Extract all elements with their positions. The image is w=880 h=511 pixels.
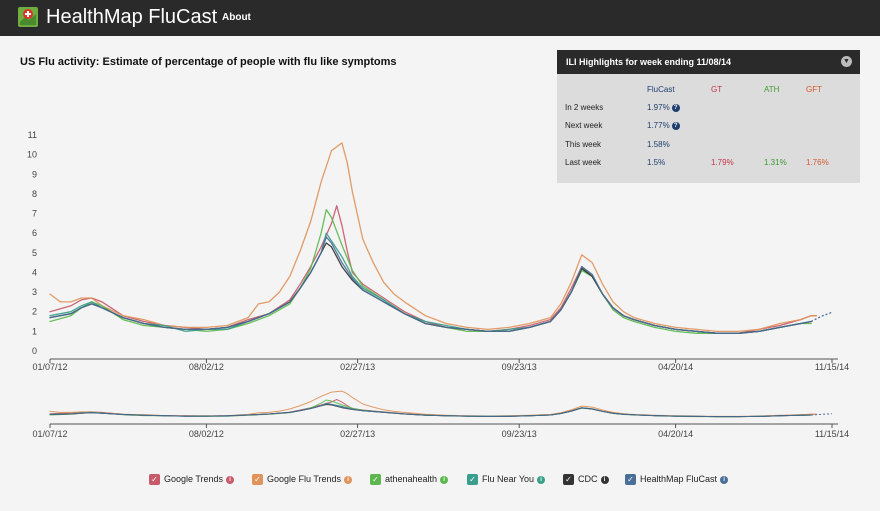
ili-highlights-header: ILI Highlights for week ending 11/08/14 … (557, 50, 860, 74)
ath-value: 1.31% (764, 158, 787, 168)
row-label: Next week (565, 121, 603, 131)
main-y-axis: 0 1 2 3 4 5 6 7 8 9 10 11 (27, 130, 37, 356)
info-icon[interactable]: i (537, 475, 546, 484)
overview-chart[interactable]: 01/07/12 08/02/12 02/27/13 09/23/13 04/20/14… (0, 390, 880, 450)
x-tick-label: 02/27/13 (340, 362, 375, 372)
flucast-value: 1.5% (647, 158, 666, 168)
y-tick-label: 8 (32, 189, 37, 199)
ili-highlights-panel: ILI Highlights for week ending 11/08/14 … (557, 50, 860, 183)
flucast-value: 1.97%? (647, 98, 711, 116)
table-row: Next week 1.77%? (565, 117, 846, 135)
overview-x-axis: 01/07/12 08/02/12 02/27/13 09/23/13 04/20/14… (32, 423, 849, 439)
info-icon[interactable]: i (600, 475, 609, 484)
chevron-down-icon[interactable]: ▼ (841, 56, 852, 67)
legend-cdc[interactable]: ✓ CDC i (563, 472, 609, 486)
check-icon[interactable]: ✓ (563, 474, 574, 486)
gft-value: 1.76% (806, 158, 829, 168)
chart-legend: ✓ Google Trends i ✓ Google Flu Trends i ✓ ath… (0, 472, 880, 486)
top-bar: HealthMap FluCast About (0, 0, 880, 36)
table-header-row: FluCast GT ATH GFT (565, 80, 846, 98)
legend-healthmap-flucast[interactable]: ✓ HealthMap FluCast i (625, 472, 729, 486)
main-x-axis: 01/07/12 08/02/12 02/27/13 09/23/13 04/20/14… (32, 358, 849, 372)
y-tick-label: 4 (32, 267, 37, 277)
check-icon[interactable]: ✓ (370, 474, 381, 486)
row-label: This week (565, 139, 602, 149)
series-line-google-flu-trends[interactable] (49, 390, 817, 417)
info-icon[interactable]: i (440, 475, 449, 484)
legend-flu-near-you[interactable]: ✓ Flu Near You i (467, 472, 546, 486)
x-tick-label: 08/02/12 (189, 362, 224, 372)
check-icon[interactable]: ✓ (149, 474, 160, 486)
y-tick-label: 5 (32, 248, 37, 258)
table-row: This week 1.58% (565, 135, 846, 153)
x-tick-label: 09/23/13 (502, 362, 537, 372)
overview-x-tick-label: 09/23/13 (502, 429, 537, 439)
info-icon[interactable]: i (344, 475, 353, 484)
series-line-google-trends[interactable] (49, 399, 817, 418)
y-tick-label: 1 (32, 326, 37, 336)
check-icon[interactable]: ✓ (467, 474, 478, 486)
info-icon[interactable]: i (720, 475, 729, 484)
help-icon[interactable]: ? (671, 103, 680, 112)
series-line-healthmap-flucast[interactable] (49, 236, 812, 334)
legend-google-trends[interactable]: ✓ Google Trends i (149, 472, 235, 486)
table-row: In 2 weeks 1.97%? (565, 98, 846, 116)
row-label: Last week (565, 158, 602, 168)
healthmap-logo-icon[interactable] (18, 7, 38, 27)
y-tick-label: 9 (32, 169, 37, 179)
ili-highlights-title: ILI Highlights for week ending 11/08/14 (566, 57, 732, 67)
y-tick-label: 7 (32, 209, 37, 219)
legend-athenahealth[interactable]: ✓ athenahealth i (370, 472, 449, 486)
x-tick-label: 04/20/14 (658, 362, 693, 372)
series-line-google-trends[interactable] (49, 205, 818, 334)
y-tick-label: 10 (27, 150, 37, 160)
y-tick-label: 3 (32, 287, 37, 297)
ili-highlights-table: FluCast GT ATH GFT In 2 weeks 1.97%? Nex… (565, 80, 846, 172)
series-line-cdc[interactable] (49, 242, 812, 334)
flucast-value: 1.58% (647, 139, 670, 149)
table-row: Last week 1.5% 1.79% 1.31% 1.76% (565, 154, 846, 172)
y-tick-label: 6 (32, 228, 37, 238)
info-icon[interactable]: i (226, 475, 235, 484)
chart-title: US Flu activity: Estimate of percentage … (20, 56, 397, 68)
help-icon[interactable]: ? (671, 122, 680, 131)
overview-x-tick-label: 08/02/12 (189, 429, 224, 439)
legend-google-flu-trends[interactable]: ✓ Google Flu Trends i (252, 472, 353, 486)
overview-x-tick-label: 11/15/14 (815, 429, 849, 439)
x-tick-label: 01/07/12 (32, 362, 67, 372)
y-tick-label: 11 (28, 130, 37, 140)
series-line-healthmap-flucast[interactable] (49, 403, 812, 418)
overview-x-tick-label: 04/20/14 (658, 429, 693, 439)
nav-about-link[interactable]: About (222, 12, 251, 23)
main-series-lines (49, 142, 833, 334)
x-tick-label: 11/15/14 (815, 362, 849, 372)
row-label: In 2 weeks (565, 103, 604, 113)
header-ath: ATH (764, 84, 780, 94)
flucast-value: 1.77%? (647, 117, 711, 135)
header-gft: GFT (806, 84, 822, 94)
y-tick-label: 0 (32, 346, 37, 356)
app-title[interactable]: HealthMap FluCast (46, 6, 218, 28)
forecast-line[interactable] (810, 311, 833, 323)
series-line-google-flu-trends[interactable] (49, 142, 818, 333)
gt-value: 1.79% (711, 158, 734, 168)
header-flucast: FluCast (647, 84, 675, 94)
overview-x-tick-label: 01/07/12 (32, 429, 67, 439)
check-icon[interactable]: ✓ (252, 474, 263, 486)
series-line-athenahealth[interactable] (49, 208, 812, 334)
forecast-line[interactable] (811, 413, 833, 416)
overview-series-lines (49, 390, 833, 418)
overview-x-tick-label: 02/27/13 (340, 429, 375, 439)
y-tick-label: 2 (32, 307, 37, 317)
check-icon[interactable]: ✓ (625, 474, 636, 486)
header-gt: GT (711, 84, 723, 94)
